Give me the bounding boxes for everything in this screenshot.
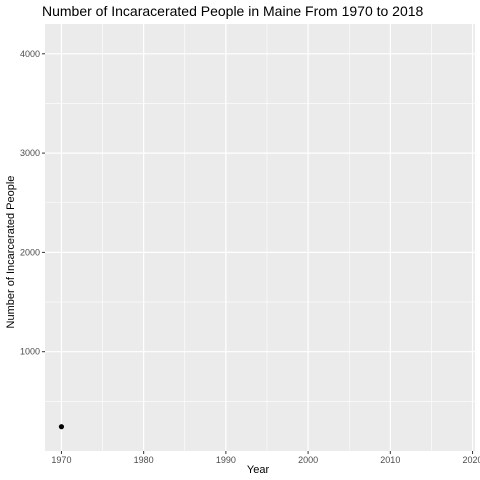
- x-tick-label: 2010: [380, 455, 400, 465]
- x-tick-label: 1990: [216, 455, 236, 465]
- y-tick-label: 1000: [20, 347, 40, 357]
- x-axis-label: Year: [247, 464, 270, 476]
- y-tick-label: 2000: [20, 247, 40, 257]
- x-tick-label: 2020: [463, 455, 480, 465]
- y-tick-label: 4000: [20, 49, 40, 59]
- plot-panel: [45, 24, 475, 451]
- y-tick-label: 3000: [20, 148, 40, 158]
- panel-background: [45, 24, 475, 451]
- chart-title: Number of Incaracerated People in Maine …: [42, 3, 424, 19]
- y-axis-label: Number of Incarcerated People: [5, 176, 17, 329]
- x-tick-label: 2000: [298, 455, 318, 465]
- data-point: [58, 424, 65, 430]
- x-tick-label: 1970: [51, 455, 71, 465]
- x-tick-label: 1980: [134, 455, 154, 465]
